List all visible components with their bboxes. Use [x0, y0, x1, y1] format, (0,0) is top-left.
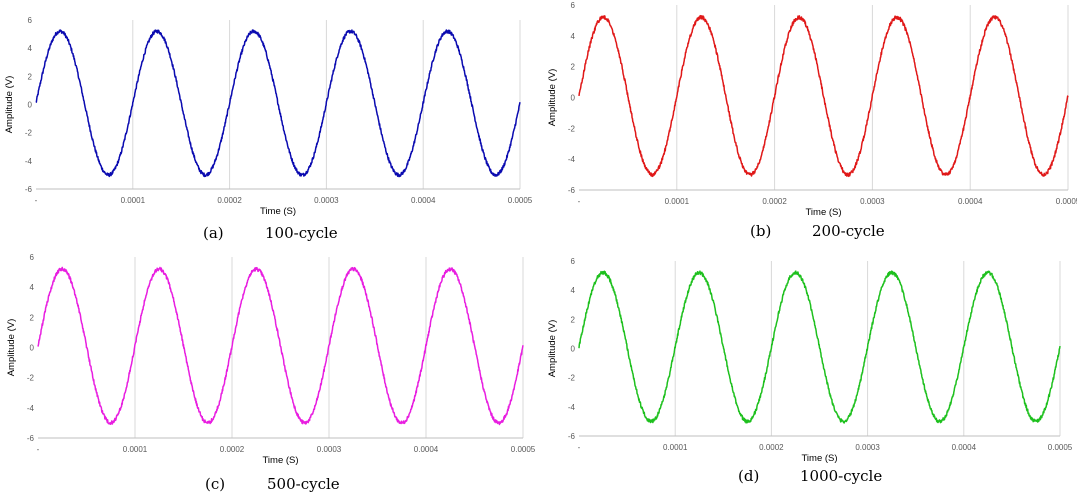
caption-a: (a) 100-cycle — [203, 224, 338, 242]
caption-text-b: 200-cycle — [812, 222, 885, 240]
chart-panel-d: 6 4 2 0 -2 -4 -6- 0.0001 0.0002 0.0003 0.0004 0.000… — [540, 248, 1077, 468]
y-tick-label-b-5: -4 — [568, 155, 576, 164]
y-tick-label-a-0: 6 — [28, 16, 33, 25]
x-tick-label-b-0: - — [578, 197, 581, 206]
x-axis-title-a: Time (S) — [260, 206, 296, 217]
x-tick-label-d-0: - — [578, 443, 581, 452]
x-tick-label-c-1: 0.0001 — [123, 445, 148, 454]
x-tick-label-d-2: 0.0002 — [759, 443, 784, 452]
x-tick-label-a-2: 0.0002 — [217, 196, 242, 205]
caption-text-d: 1000-cycle — [800, 467, 883, 485]
y-tick-label-d-6: -6 — [568, 432, 576, 441]
x-axis-title-b: Time (S) — [805, 207, 841, 218]
x-tick-label-c-3: 0.0003 — [317, 445, 342, 454]
x-tick-label-b-3: 0.0003 — [860, 197, 885, 206]
x-tick-label-a-3: 0.0003 — [314, 196, 339, 205]
y-axis-title-c: Amplitude (V) — [6, 319, 17, 377]
chart-svg-c: 6 4 2 0 -2 -4 -6- 0.0001 0.0002 0.0003 0.0004 0.000… — [6, 253, 536, 466]
y-tick-label-d-5: -4 — [568, 403, 576, 412]
y-tick-label-d-2: 2 — [571, 315, 576, 324]
x-axis-title-c: Time (S) — [262, 455, 298, 466]
panel-label-b: (b) — [750, 222, 772, 240]
y-tick-label-c-1: 4 — [30, 283, 35, 292]
y-tick-label-c-3: 0 — [30, 344, 35, 353]
y-tick-label-b-4: -2 — [568, 124, 576, 133]
y-tick-label-a-1: 4 — [28, 44, 33, 53]
caption-c: (c) 500-cycle — [205, 475, 340, 493]
y-tick-label-d-3: 0 — [571, 345, 576, 354]
x-tick-label-a-4: 0.0004 — [411, 196, 436, 205]
x-tick-label-a-0: - — [35, 196, 38, 205]
y-tick-label-b-6: -6 — [568, 186, 576, 195]
series-line-a-0 — [35, 29, 521, 178]
series-line-b-0 — [578, 14, 1069, 178]
x-tick-label-c-2: 0.0002 — [220, 445, 245, 454]
chart-panel-c: 6 4 2 0 -2 -4 -6- 0.0001 0.0002 0.0003 0.0004 0.000… — [0, 248, 540, 468]
y-tick-label-d-0: 6 — [571, 257, 576, 266]
y-tick-label-b-3: 0 — [571, 94, 576, 103]
caption-text-c: 500-cycle — [267, 475, 340, 493]
panel-label-d: (d) — [738, 467, 760, 485]
x-tick-label-d-4: 0.0004 — [952, 443, 977, 452]
panel-label-c: (c) — [205, 475, 226, 493]
caption-d: (d) 1000-cycle — [738, 467, 882, 485]
y-tick-label-c-6: -6 — [27, 434, 35, 443]
x-tick-label-b-2: 0.0002 — [762, 197, 787, 206]
y-tick-label-a-6: -6 — [25, 185, 33, 194]
x-tick-label-d-5: 0.0005 — [1048, 443, 1073, 452]
panel-label-a: (a) — [203, 224, 224, 242]
series-line-d-0 — [578, 270, 1061, 424]
chart-panel-a: 6 4 2 0 -2 -4 -6- 0.0001 0.0002 0.0003 0.0004 0.000… — [0, 0, 540, 220]
caption-b: (b) 200-cycle — [750, 222, 885, 240]
x-tick-label-b-5: 0.0005 — [1056, 197, 1077, 206]
y-tick-label-c-4: -2 — [27, 374, 35, 383]
x-axis-title-d: Time (S) — [801, 453, 837, 464]
y-tick-label-a-2: 2 — [28, 72, 33, 81]
x-tick-label-b-4: 0.0004 — [958, 197, 983, 206]
x-tick-label-d-3: 0.0003 — [855, 443, 880, 452]
chart-panel-b: 6 4 2 0 -2 -4 -6- 0.0001 0.0002 0.0003 0.0004 0.000… — [540, 0, 1077, 220]
x-tick-label-b-1: 0.0001 — [665, 197, 690, 206]
x-tick-label-c-0: - — [37, 445, 40, 454]
y-tick-label-b-2: 2 — [571, 63, 576, 72]
chart-svg-d: 6 4 2 0 -2 -4 -6- 0.0001 0.0002 0.0003 0.0004 0.000… — [547, 257, 1073, 464]
chart-svg-b: 6 4 2 0 -2 -4 -6- 0.0001 0.0002 0.0003 0.0004 0.000… — [547, 1, 1077, 218]
x-tick-label-a-1: 0.0001 — [121, 196, 146, 205]
y-tick-label-b-1: 4 — [571, 32, 576, 41]
y-tick-label-d-1: 4 — [571, 286, 576, 295]
y-axis-title-d: Amplitude (V) — [547, 320, 558, 378]
y-tick-label-c-5: -4 — [27, 404, 35, 413]
x-tick-label-c-4: 0.0004 — [414, 445, 439, 454]
y-axis-title-a: Amplitude (V) — [4, 76, 15, 134]
x-tick-label-a-5: 0.0005 — [508, 196, 533, 205]
chart-svg-a: 6 4 2 0 -2 -4 -6- 0.0001 0.0002 0.0003 0.0004 0.000… — [4, 16, 533, 217]
series-line-c-0 — [37, 266, 524, 426]
y-tick-label-d-4: -2 — [568, 374, 576, 383]
y-tick-label-c-2: 2 — [30, 313, 35, 322]
y-axis-title-b: Amplitude (V) — [547, 69, 558, 127]
caption-text-a: 100-cycle — [265, 224, 338, 242]
y-tick-label-a-4: -2 — [25, 129, 33, 138]
y-tick-label-c-0: 6 — [30, 253, 35, 262]
y-tick-label-a-3: 0 — [28, 101, 33, 110]
y-tick-label-b-0: 6 — [571, 1, 576, 10]
x-tick-label-d-1: 0.0001 — [663, 443, 688, 452]
x-tick-label-c-5: 0.0005 — [511, 445, 536, 454]
y-tick-label-a-5: -4 — [25, 157, 33, 166]
